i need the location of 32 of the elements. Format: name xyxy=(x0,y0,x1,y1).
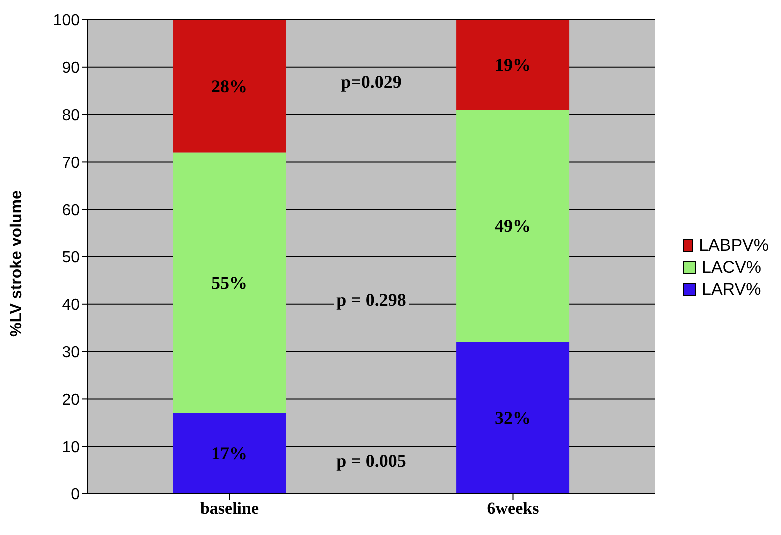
bar xyxy=(456,20,570,110)
y-tick-label: 20 xyxy=(62,392,80,409)
y-tick-label: 60 xyxy=(62,202,80,220)
legend-label: LABPV% xyxy=(699,236,769,256)
legend-label: LARV% xyxy=(702,280,762,300)
data-label: 28% xyxy=(212,76,248,96)
annotation: p=0.029 xyxy=(338,70,405,93)
bar xyxy=(173,413,286,494)
annotation: p = 0.005 xyxy=(334,450,410,472)
x-tick-label: baseline xyxy=(200,499,260,518)
y-axis-title: %LV stroke volume xyxy=(8,190,26,337)
y-tick-label: 10 xyxy=(62,439,80,456)
data-label: 55% xyxy=(212,273,248,294)
y-tick-label: 70 xyxy=(62,154,80,172)
y-tick-label: 0 xyxy=(71,486,80,504)
data-label: 17% xyxy=(212,444,248,464)
y-tick-label: 100 xyxy=(53,12,80,30)
bar xyxy=(456,342,570,494)
data-label: 32% xyxy=(495,408,532,428)
legend-label: LACV% xyxy=(702,258,762,278)
y-tick-label: 30 xyxy=(62,344,80,362)
y-tick-label: 80 xyxy=(62,107,80,124)
data-label: 49% xyxy=(495,216,532,236)
y-tick-label: 90 xyxy=(62,60,80,78)
x-tick-label: 6weeks xyxy=(487,499,540,518)
bar xyxy=(173,20,286,153)
y-tick-label: 40 xyxy=(62,297,80,314)
data-label: 19% xyxy=(495,55,532,76)
annotation: p = 0.298 xyxy=(334,288,410,311)
y-tick-label: 50 xyxy=(62,250,80,267)
bar xyxy=(173,152,286,414)
bar xyxy=(456,110,570,342)
